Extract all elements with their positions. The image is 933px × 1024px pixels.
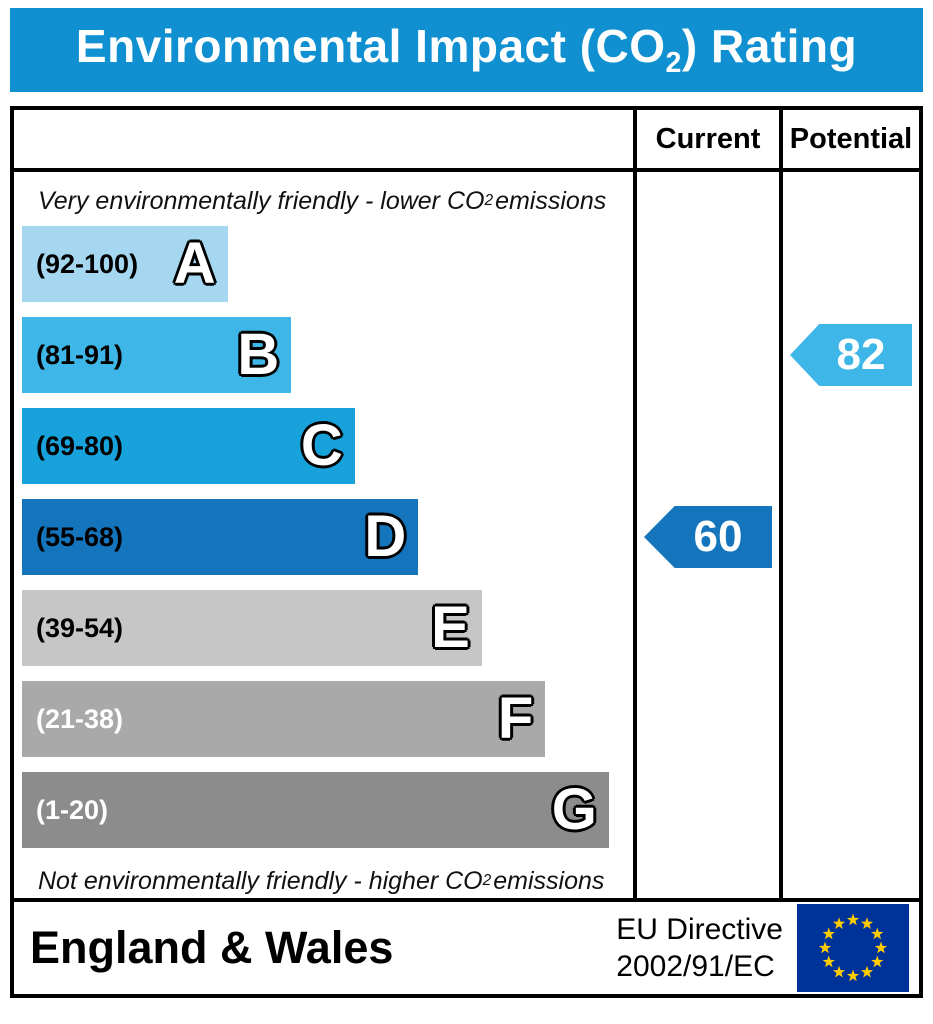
band-letter: C	[300, 413, 343, 478]
band-letter: D	[364, 504, 407, 569]
bottom-note-post: emissions	[493, 866, 605, 895]
chart-title: Environmental Impact (CO2) Rating	[76, 19, 857, 80]
band-bar-C: (69-80) C	[22, 408, 355, 484]
band-bar-G: (1-20) G	[22, 772, 609, 848]
bottom-note: Not environmentally friendly - higher CO…	[38, 862, 627, 900]
band-range-label: (69-80)	[36, 430, 124, 461]
chart-footer: England & Wales EU Directive 2002/91/EC	[14, 898, 919, 994]
chart-table: Current Potential Very environmentally f…	[10, 106, 923, 998]
current-rating-value: 60	[693, 512, 743, 561]
top-note-sub: 2	[484, 192, 494, 209]
potential-column: 82	[779, 172, 919, 900]
chart-title-pre: Environmental Impact (CO	[75, 20, 666, 73]
bottom-note-pre: Not environmentally friendly - higher CO	[38, 866, 483, 895]
band-bar-E: (39-54) E	[22, 590, 482, 666]
band-F: (21-38) F	[22, 681, 627, 757]
epc-co2-rating-chart: Environmental Impact (CO2) Rating Curren…	[10, 8, 923, 998]
region-label: England & Wales	[30, 922, 394, 973]
rating-body-row: Very environmentally friendly - lower CO…	[14, 172, 919, 900]
eu-directive-group: EU Directive 2002/91/EC	[616, 904, 909, 992]
band-A: (92-100) A	[22, 226, 627, 302]
current-column-header: Current	[633, 110, 779, 168]
rating-scale-area: Very environmentally friendly - lower CO…	[14, 172, 633, 900]
column-header-row: Current Potential	[14, 110, 919, 172]
band-range-label: (92-100)	[36, 248, 139, 279]
eu-directive-line2: 2002/91/EC	[616, 950, 775, 983]
chart-title-bar: Environmental Impact (CO2) Rating	[10, 8, 923, 92]
band-bar-F: (21-38) F	[22, 681, 546, 757]
band-letter: E	[431, 595, 470, 660]
band-letter: A	[173, 231, 216, 296]
top-note: Very environmentally friendly - lower CO…	[38, 182, 627, 220]
band-bar-B: (81-91) B	[22, 317, 292, 393]
current-rating-arrow: 60	[644, 506, 772, 568]
potential-column-header: Potential	[779, 110, 919, 168]
band-D: (55-68) D	[22, 499, 627, 575]
band-range-label: (81-91)	[36, 339, 124, 370]
eu-flag-icon	[797, 904, 909, 992]
current-column: 60	[633, 172, 779, 900]
band-range-label: (1-20)	[36, 794, 109, 825]
top-note-pre: Very environmentally friendly - lower CO	[38, 186, 485, 215]
header-spacer	[14, 110, 633, 168]
band-bar-A: (92-100) A	[22, 226, 228, 302]
band-B: (81-91) B	[22, 317, 627, 393]
band-range-label: (39-54)	[36, 612, 124, 643]
band-range-label: (55-68)	[36, 521, 124, 552]
band-letter: B	[237, 322, 280, 387]
band-range-label: (21-38)	[36, 703, 124, 734]
bottom-note-sub: 2	[482, 872, 492, 889]
band-C: (69-80) C	[22, 408, 627, 484]
chart-title-post: ) Rating	[681, 20, 858, 73]
band-letter: F	[497, 686, 534, 751]
potential-rating-value: 82	[836, 330, 886, 379]
bands: (92-100) A (81-91) B (69-80) C (55-68) D (39-54)…	[22, 226, 627, 848]
top-note-post: emissions	[495, 186, 607, 215]
eu-directive-text: EU Directive 2002/91/EC	[616, 911, 783, 986]
eu-directive-line1: EU Directive	[616, 912, 783, 946]
band-G: (1-20) G	[22, 772, 627, 848]
chart-title-sub: 2	[665, 47, 682, 80]
band-E: (39-54) E	[22, 590, 627, 666]
band-bar-D: (55-68) D	[22, 499, 419, 575]
band-letter: G	[551, 777, 597, 842]
potential-rating-arrow: 82	[790, 324, 912, 386]
